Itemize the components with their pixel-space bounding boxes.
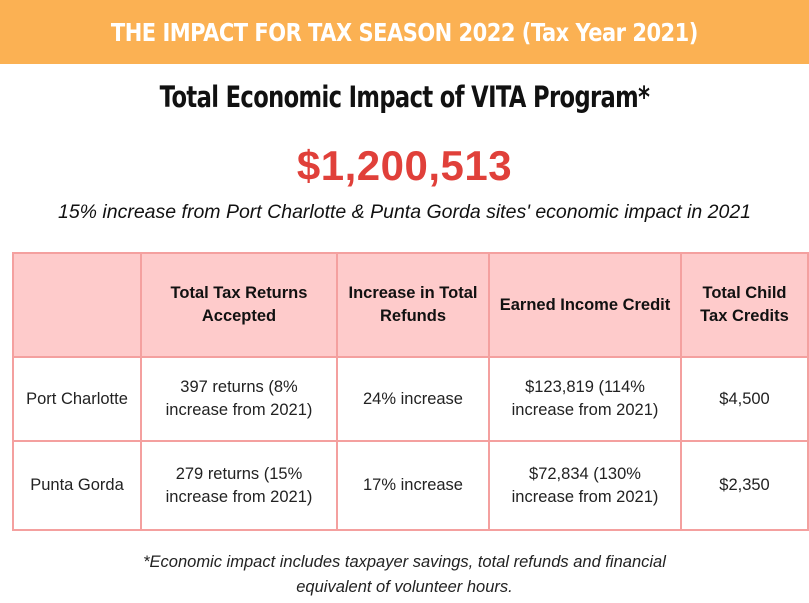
table-row: Port Charlotte 397 returns (8% increase … [12, 356, 809, 442]
table-header-eic: Earned Income Credit [488, 252, 682, 358]
total-impact-amount: $1,200,513 [296, 142, 513, 189]
table-cell-eic: $123,819 (114% increase from 2021) [488, 356, 682, 442]
title-banner: THE IMPACT FOR TAX SEASON 2022 (Tax Year… [0, 0, 809, 64]
table-header-refunds: Increase in Total Refunds [336, 252, 490, 358]
table-header-row: Total Tax Returns Accepted Increase in T… [12, 252, 809, 358]
page-title: Total Economic Impact of VITA Program* [159, 80, 650, 114]
table-cell-child-tax: $2,350 [680, 440, 809, 531]
table-cell-site: Port Charlotte [12, 356, 142, 442]
table-row: Punta Gorda 279 returns (15% increase fr… [12, 440, 809, 531]
table-cell-refunds: 17% increase [336, 440, 490, 531]
table-cell-eic: $72,834 (130% increase from 2021) [488, 440, 682, 531]
footnote: *Economic impact includes taxpayer savin… [0, 550, 809, 600]
table-cell-refunds: 24% increase [336, 356, 490, 442]
impact-table: Total Tax Returns Accepted Increase in T… [12, 252, 809, 531]
table-header-child-tax: Total Child Tax Credits [680, 252, 809, 358]
impact-subtitle: 15% increase from Port Charlotte & Punta… [57, 201, 752, 223]
footnote-line-1: *Economic impact includes taxpayer savin… [143, 553, 666, 571]
footnote-line-2: equivalent of volunteer hours. [296, 578, 513, 596]
table-cell-returns: 397 returns (8% increase from 2021) [140, 356, 338, 442]
table-header-returns: Total Tax Returns Accepted [140, 252, 338, 358]
table-header-site [12, 252, 142, 358]
banner-title: THE IMPACT FOR TAX SEASON 2022 (Tax Year… [111, 17, 698, 47]
table-cell-returns: 279 returns (15% increase from 2021) [140, 440, 338, 531]
table-cell-site: Punta Gorda [12, 440, 142, 531]
table-cell-child-tax: $4,500 [680, 356, 809, 442]
